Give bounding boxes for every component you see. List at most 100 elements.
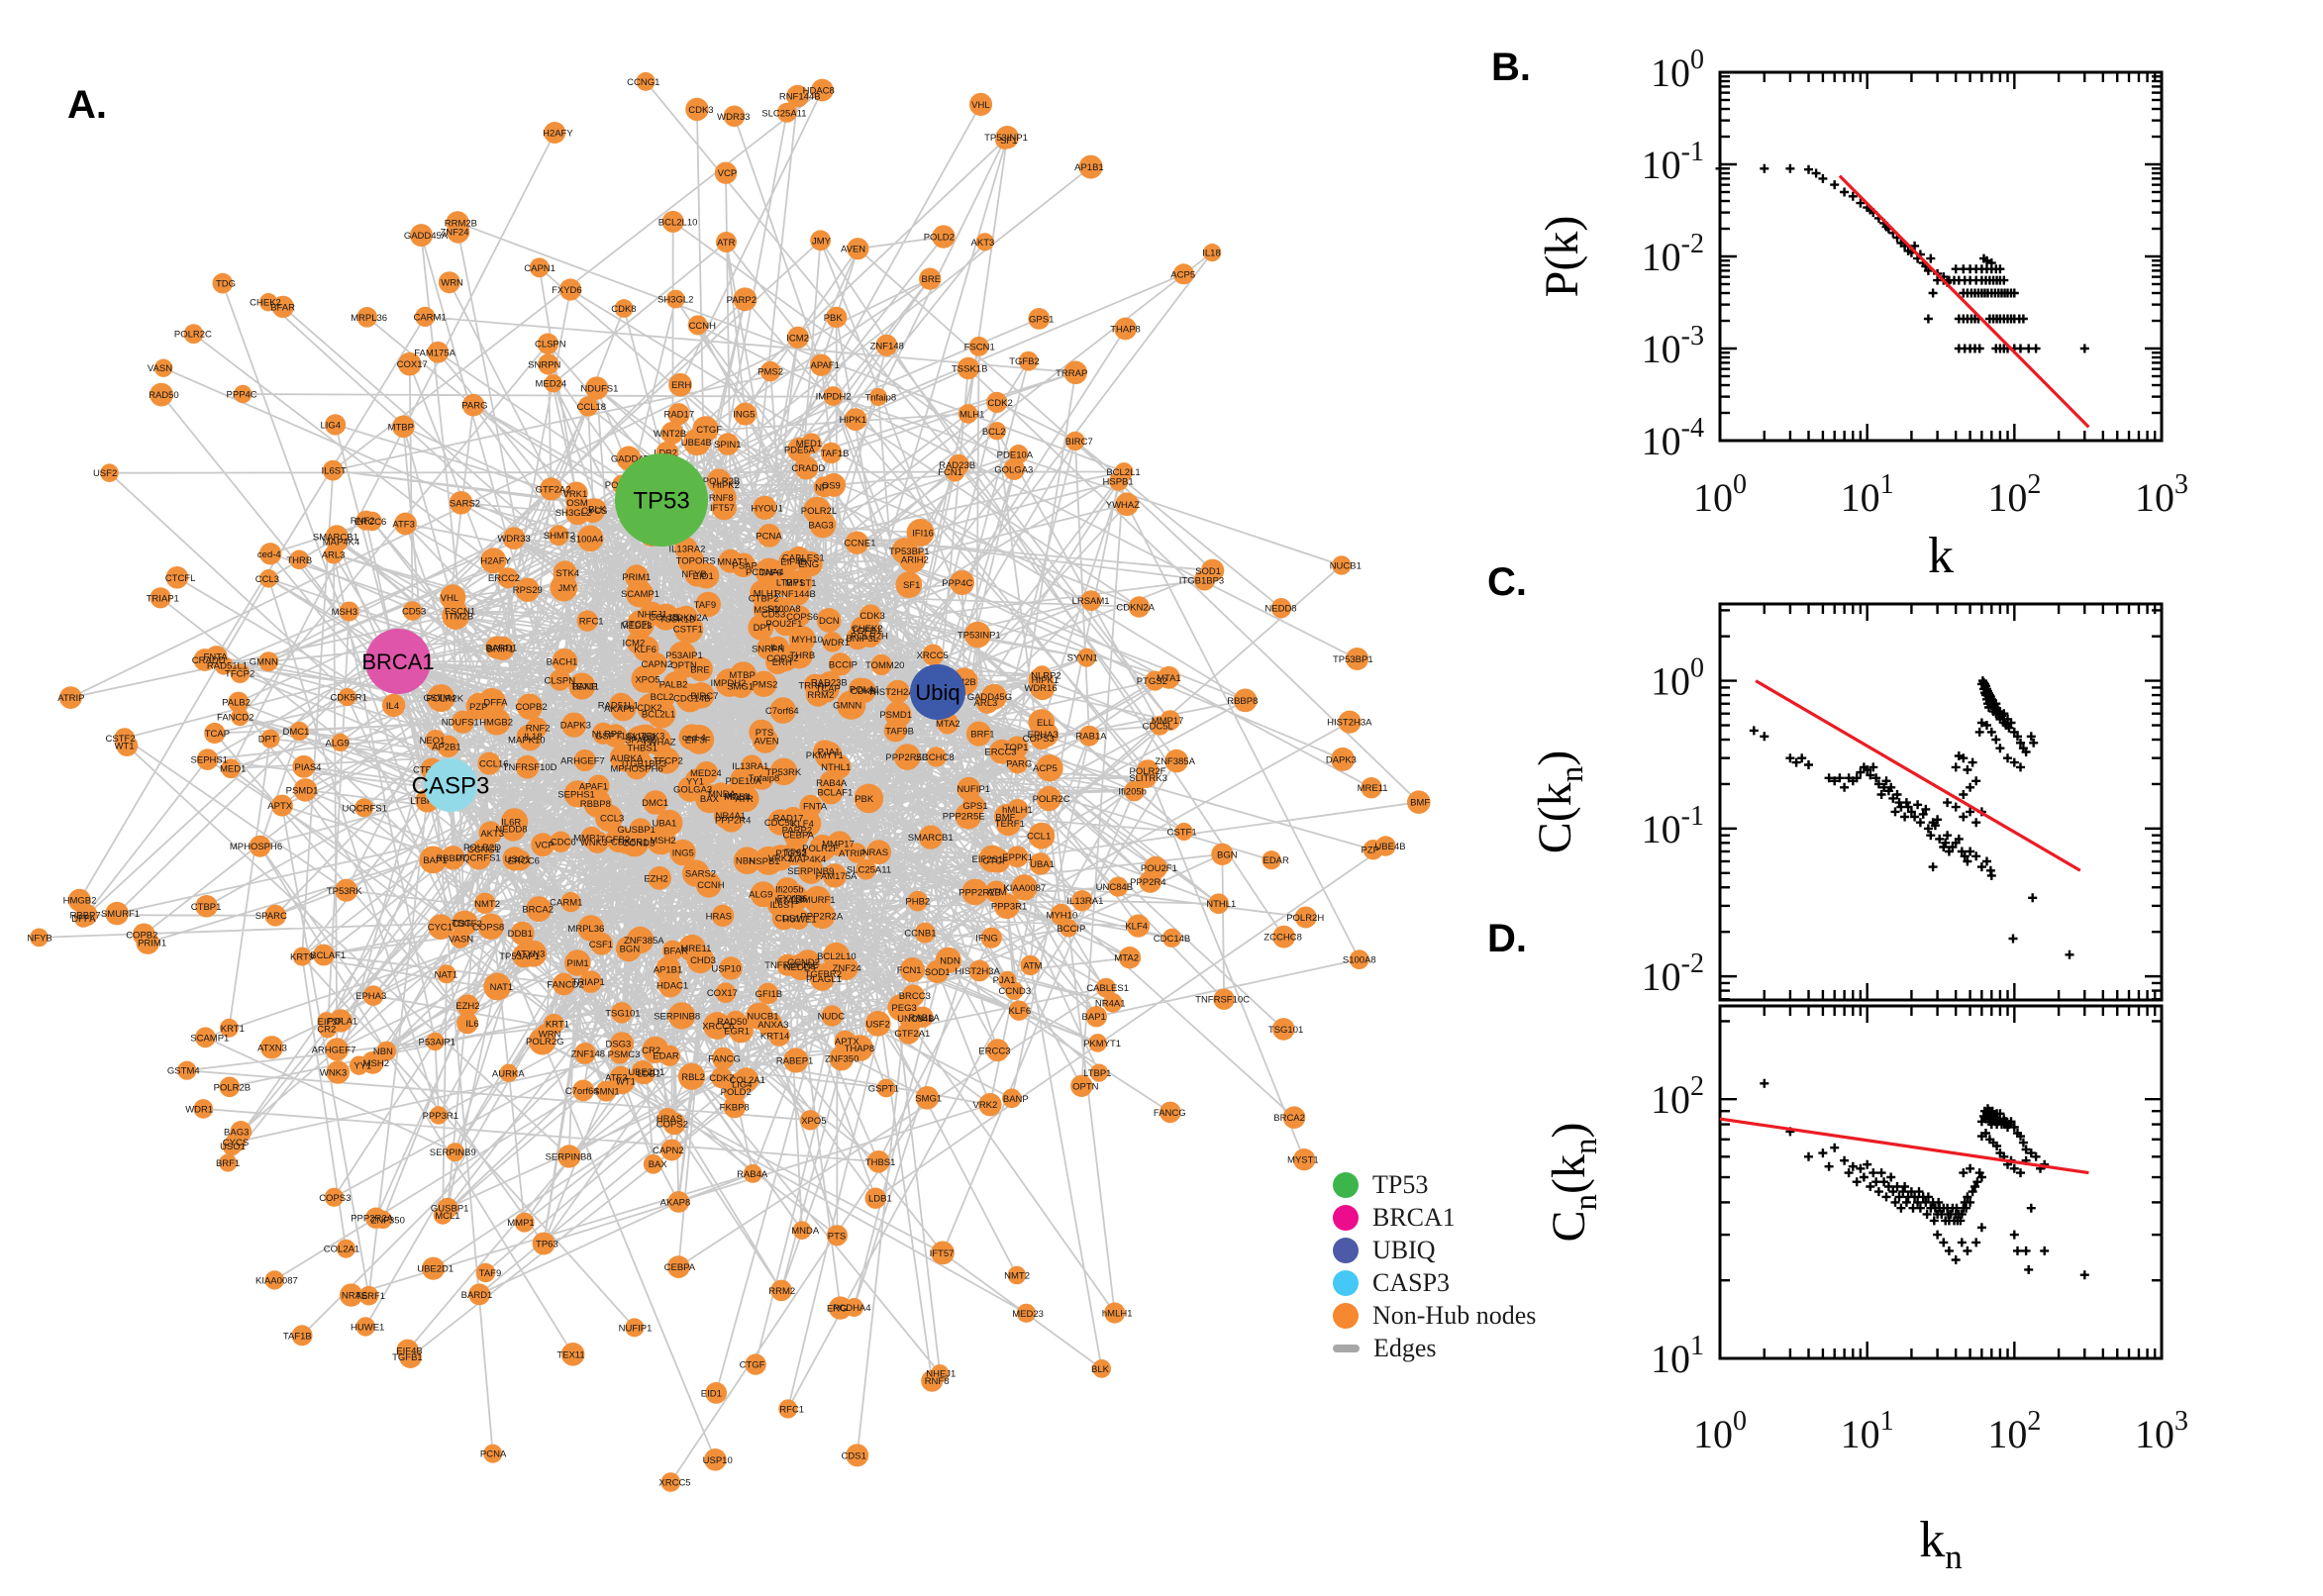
gene-label: CTCFL: [165, 573, 196, 584]
network-node: [845, 531, 869, 554]
gene-label: PPP2R5B: [885, 752, 928, 763]
gene-label: ATM: [987, 887, 1006, 898]
gene-label: UQCRFS1: [342, 803, 386, 814]
gene-label: SERPINB9: [787, 866, 834, 877]
gene-label: HSPB1: [1103, 477, 1134, 488]
gene-label: DMC1: [283, 727, 310, 738]
gene-label: PRIM1: [138, 939, 166, 949]
network-node: [1115, 492, 1139, 517]
gene-label: CCNB1: [904, 929, 936, 940]
network-node: [609, 1044, 631, 1064]
gene-label: HUWE1: [351, 1322, 384, 1333]
gene-label: CSTF2: [453, 919, 482, 930]
gene-label: ATM: [1023, 960, 1042, 971]
gene-label: KIAA0087: [255, 1275, 298, 1286]
gene-label: WDR33: [497, 534, 530, 545]
gene-label: LTBP4: [410, 796, 438, 807]
network-node: [1088, 1034, 1107, 1052]
gene-label: KLF6: [1008, 1006, 1031, 1017]
network-node: [153, 358, 173, 377]
network-node: [703, 1012, 732, 1040]
network-node: [705, 1382, 728, 1404]
gene-label: ATF3: [392, 520, 415, 531]
network-node: [574, 1043, 596, 1064]
gene-label: PTGS2: [1137, 676, 1167, 687]
network-node: [100, 463, 119, 483]
network-node: [204, 722, 226, 745]
gene-label: AURKA: [610, 753, 643, 764]
tick-label: 101: [1651, 1331, 1704, 1381]
gene-label: IFT57: [930, 1248, 955, 1259]
network-node: [195, 895, 218, 918]
gene-label: PTGS2: [775, 848, 806, 859]
gene-label: SPARC: [255, 911, 287, 922]
gene-label: SEPHS1: [191, 755, 229, 766]
network-node: [1162, 928, 1182, 948]
gene-label: RBL2: [681, 1072, 705, 1083]
gene-label: RAD50: [717, 1017, 748, 1028]
gene-label: RRM2B: [445, 218, 477, 229]
gene-label: MRPL36: [567, 924, 604, 935]
gene-label: XRCC5: [917, 650, 949, 661]
gene-label: PIAS4: [295, 762, 322, 773]
network-node: [657, 972, 683, 998]
gene-label: ENG: [799, 559, 820, 570]
network-node: [74, 909, 93, 928]
network-node: [338, 688, 356, 707]
gene-label: ATXN3: [515, 949, 545, 960]
gene-label: POLD2: [721, 1087, 752, 1098]
gene-label: COX17: [707, 988, 738, 999]
gene-label: CSF1: [589, 940, 613, 950]
network-node: [799, 794, 822, 818]
network-node: [864, 1187, 886, 1209]
gene-label: MTBP: [388, 422, 414, 433]
network-node: [552, 648, 578, 674]
network-node: [609, 692, 634, 718]
gene-label: SNRPN: [752, 644, 784, 654]
gene-label: MED24: [690, 768, 722, 779]
gene-label: LIG4: [320, 420, 341, 431]
network-node: [289, 721, 309, 742]
tick-label: 102: [1987, 469, 2041, 520]
network-node: [549, 669, 571, 691]
gene-label: PPP2R2B: [959, 887, 1001, 898]
network-node: [499, 1063, 518, 1083]
gene-label: CRADD: [192, 655, 226, 666]
network-node: [553, 972, 575, 996]
gene-label: PPP2R2A: [800, 911, 843, 922]
gene-label: TGFB1: [392, 1352, 423, 1363]
tick-label: 100: [1651, 45, 1704, 95]
gene-label: CTCF: [982, 856, 1008, 867]
network-node: [1338, 710, 1362, 734]
network-node: [733, 287, 758, 312]
network-node: [438, 271, 460, 294]
gene-label: RNF8: [925, 1376, 950, 1387]
network-node: [150, 587, 171, 609]
gene-label: USO1: [505, 854, 531, 865]
gene-label: MYST1: [1287, 1155, 1319, 1166]
network-node: [718, 549, 743, 573]
network-node: [228, 691, 250, 713]
gene-label: ITGB1BP3: [622, 759, 666, 770]
network-node: [757, 637, 780, 660]
gene-label: FANCG: [708, 1054, 741, 1065]
network-node: [336, 1239, 355, 1258]
gene-label: BLK: [588, 504, 607, 515]
gene-label: NMT2: [1004, 1271, 1030, 1282]
network-node: [105, 901, 129, 926]
gene-label: ICM2: [786, 333, 809, 344]
gene-label: WRN: [441, 278, 463, 289]
network-node: [183, 324, 204, 345]
network-node: [887, 994, 915, 1022]
gene-label: PBK: [855, 794, 874, 805]
network-node: [866, 1150, 890, 1173]
network-node: [150, 382, 173, 407]
axis-title: k: [1928, 528, 1954, 584]
gene-label: Ifi205b: [1118, 787, 1147, 798]
network-node: [293, 778, 318, 802]
gene-label: CYCS: [223, 1138, 249, 1148]
gene-label: GUSBP1: [617, 825, 656, 836]
gene-label: RNF8: [709, 493, 734, 504]
gene-label: UNC84B: [1096, 882, 1134, 893]
gene-label: PTS: [828, 1231, 846, 1242]
